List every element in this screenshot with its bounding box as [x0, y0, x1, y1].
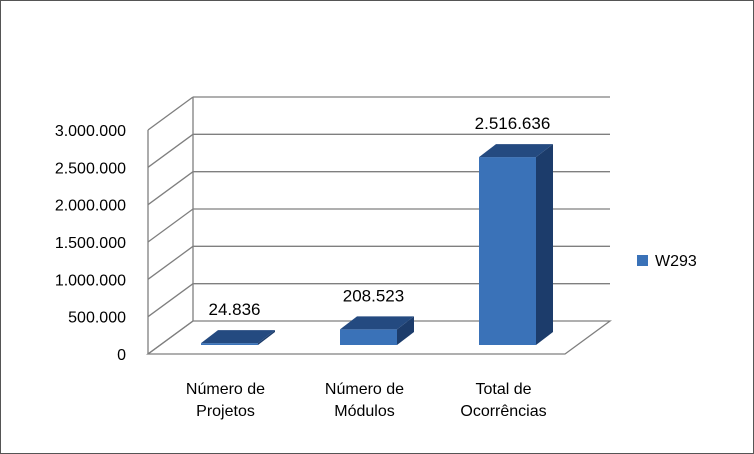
gridline-diagonal [147, 133, 194, 168]
category-label: Projetos [196, 403, 255, 420]
y-tick-label: 3.000.000 [55, 123, 126, 140]
data-label: 2.516.636 [475, 114, 551, 133]
bar-front [340, 329, 397, 345]
y-tick-label: 0 [117, 347, 126, 364]
floor [146, 320, 612, 355]
bar-layer [201, 144, 553, 345]
y-tick-label: 1.000.000 [55, 272, 126, 289]
gridline-diagonal [147, 208, 194, 243]
legend: W293 [637, 253, 697, 270]
bar-front [479, 157, 536, 345]
legend-label: W293 [655, 253, 697, 270]
category-label: Número de [325, 381, 404, 398]
y-tick-label: 2.000.000 [55, 198, 126, 215]
gridline-diagonal [147, 96, 194, 131]
category-label: Módulos [334, 403, 394, 420]
bar-side [258, 330, 275, 345]
category-label: Ocorrências [460, 403, 546, 420]
legend-swatch [637, 255, 648, 266]
bar-front [201, 343, 258, 345]
y-tick-label: 2.500.000 [55, 160, 126, 177]
bar-side [397, 316, 414, 345]
label-layer: 0 500.000 1.000.000 1.500.000 2.000.000 2.500… [55, 114, 551, 420]
gridline-diagonal [147, 171, 194, 206]
gridline-diagonal [147, 283, 194, 318]
bar-top [340, 316, 414, 330]
bar-side [536, 144, 553, 345]
y-tick-label: 1.500.000 [55, 235, 126, 252]
category-label: Total de [475, 381, 531, 398]
y-tick-label: 500.000 [68, 310, 126, 327]
category-label: Número de [186, 381, 265, 398]
bar-top [479, 144, 553, 158]
gridline-diagonal [147, 245, 194, 280]
bar-top [201, 330, 275, 344]
data-label: 208.523 [343, 286, 404, 305]
data-label: 24.836 [209, 300, 261, 319]
